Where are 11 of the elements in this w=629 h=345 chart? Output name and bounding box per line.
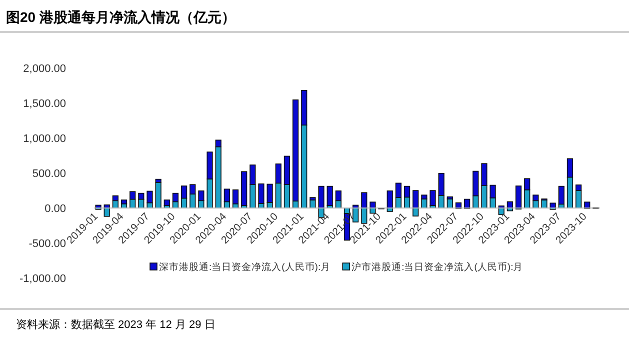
- y-tick-label: 500.00: [32, 168, 66, 180]
- y-tick-label: -500.00: [28, 238, 66, 250]
- chart-title: 图20 港股通每月净流入情况（亿元）: [6, 9, 236, 25]
- y-tick-label: 1,500.00: [23, 98, 66, 110]
- y-tick-label: 2,000.00: [23, 63, 66, 75]
- text: 资料来源：数据截至 2023 年 12 月 29 日: [16, 318, 216, 331]
- y-tick-label: 1,000.00: [23, 133, 66, 145]
- y-tick-label: -1,000.00: [20, 273, 66, 285]
- legend-label: 沪市港股通:当日资金净流入(人民币):月: [352, 261, 524, 273]
- y-tick-label: 0.00: [44, 203, 66, 215]
- legend-label: 深市港股通:当日资金净流入(人民币):月: [159, 261, 331, 273]
